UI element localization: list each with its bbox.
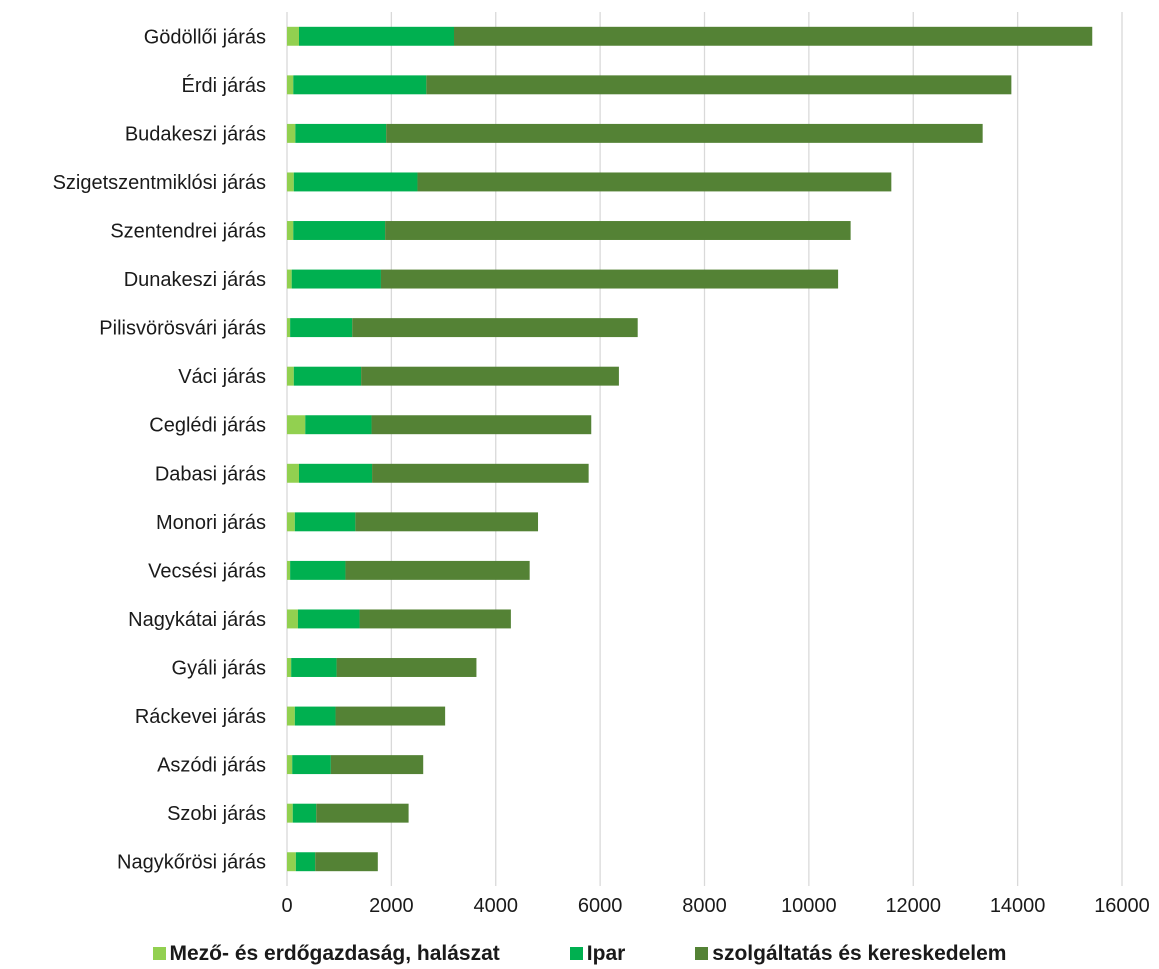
- legend-item-services: szolgáltatás és kereskedelem: [695, 942, 1006, 966]
- category-label-2: Budakeszi járás: [125, 123, 266, 145]
- bar-segment-s2-0: [454, 26, 1093, 46]
- bar-segment-s0-1: [287, 75, 294, 95]
- bar-segment-s0-16: [287, 803, 293, 823]
- x-tick-label-10000: 10000: [781, 895, 837, 917]
- category-labels: Gödöllői járás Érdi járás Budakeszi járás S…: [53, 26, 266, 873]
- bar-segment-s2-9: [372, 463, 589, 483]
- bar-segment-s2-1: [426, 75, 1012, 95]
- bar-segment-s2-8: [371, 415, 592, 435]
- bar-segment-s2-14: [335, 706, 446, 726]
- bar-segment-s1-12: [297, 609, 360, 629]
- category-label-9: Dabasi járás: [155, 463, 266, 485]
- category-label-6: Pilisvörösvári járás: [99, 318, 266, 340]
- category-label-15: Aszódi járás: [157, 755, 266, 777]
- legend-label-agriculture: Mező- és erdőgazdaság, halászat: [169, 941, 500, 965]
- x-tick-label-2000: 2000: [369, 895, 414, 917]
- category-label-17: Nagykőrösi járás: [117, 852, 266, 874]
- bar-segment-s2-13: [336, 658, 477, 677]
- bar-segment-s2-6: [352, 318, 638, 338]
- x-tick-label-6000: 6000: [578, 895, 623, 917]
- bar-segment-s0-2: [287, 123, 296, 143]
- category-label-4: Szentendrei járás: [110, 221, 266, 243]
- bar-segment-s0-7: [287, 366, 294, 386]
- legend-swatch-services: [695, 947, 709, 960]
- bar-segment-s1-15: [292, 755, 331, 775]
- bar-segment-s0-5: [287, 269, 292, 289]
- bar-segment-s2-7: [361, 366, 619, 386]
- bar-segment-s0-13: [287, 658, 292, 677]
- bar-segment-s1-13: [291, 658, 337, 677]
- x-tick-label-12000: 12000: [885, 895, 941, 917]
- category-label-13: Gyáli járás: [172, 658, 266, 680]
- bar-segment-s2-10: [355, 512, 539, 532]
- x-tick-label-4000: 4000: [474, 895, 519, 917]
- bar-segment-s1-10: [294, 512, 356, 532]
- bar-segment-s0-8: [287, 415, 306, 435]
- bar-segment-s0-17: [287, 852, 296, 872]
- bar-segment-s0-4: [287, 221, 294, 240]
- bar-segment-s0-9: [287, 463, 300, 483]
- bar-segment-s0-10: [287, 512, 295, 532]
- legend-item-industry: Ipar: [569, 941, 626, 966]
- legend-item-agriculture: Mező- és erdőgazdaság, halászat: [152, 941, 500, 966]
- bar-chart: Gödöllői járás Érdi járás Budakeszi járás S…: [53, 12, 1150, 917]
- bar-segment-s0-3: [287, 172, 294, 192]
- bar-segment-s1-8: [305, 415, 372, 435]
- category-label-16: Szobi járás: [167, 803, 266, 825]
- bar-segment-s1-9: [299, 463, 373, 483]
- bar-segment-s2-3: [417, 172, 892, 192]
- bar-segment-s1-16: [292, 803, 317, 823]
- bar-segment-s0-14: [287, 706, 295, 726]
- category-label-8: Ceglédi járás: [149, 415, 266, 437]
- bar-segment-s1-2: [295, 123, 387, 143]
- bar-segment-s2-5: [380, 269, 839, 289]
- category-label-1: Érdi járás: [182, 74, 266, 97]
- category-label-5: Dunakeszi járás: [124, 269, 266, 291]
- category-label-12: Nagykátai járás: [128, 609, 266, 631]
- bar-segment-s1-0: [299, 26, 454, 46]
- category-label-3: Szigetszentmiklósi járás: [53, 172, 266, 194]
- bar-segment-s2-17: [315, 852, 378, 872]
- bar-segment-s0-0: [287, 26, 300, 46]
- category-label-11: Vecsési járás: [148, 560, 266, 582]
- bar-segment-s1-5: [291, 269, 381, 289]
- gridlines: [286, 12, 1123, 886]
- bar-segment-s1-17: [295, 852, 316, 872]
- bar-segment-s1-11: [290, 560, 346, 580]
- bar-segment-s0-11: [287, 560, 291, 580]
- x-tick-label-14000: 14000: [990, 895, 1046, 917]
- x-axis-tick-labels: 0 2000 4000 6000 8000 10000 12000 14000 16000: [281, 895, 1149, 917]
- bar-segment-s2-11: [345, 560, 530, 580]
- x-tick-label-16000: 16000: [1094, 895, 1150, 917]
- legend: Mező- és erdőgazdaság, halászat Ipar szo…: [0, 938, 1159, 969]
- category-label-7: Váci járás: [178, 366, 266, 388]
- bar-segment-s0-12: [287, 609, 298, 629]
- bar-segment-s1-4: [293, 221, 386, 240]
- bar-segment-s1-14: [294, 706, 336, 726]
- bar-segment-s0-6: [287, 318, 291, 338]
- bars: [287, 26, 1093, 872]
- legend-label-industry: Ipar: [586, 941, 626, 965]
- bar-segment-s1-7: [293, 366, 362, 386]
- bar-segment-s2-16: [316, 803, 409, 823]
- bar-segment-s2-2: [386, 123, 983, 143]
- category-label-10: Monori járás: [156, 512, 266, 534]
- legend-swatch-industry: [569, 947, 583, 960]
- bar-segment-s1-3: [293, 172, 418, 192]
- category-label-14: Ráckevei járás: [135, 706, 266, 728]
- x-tick-label-8000: 8000: [682, 895, 727, 917]
- legend-swatch-agriculture: [152, 947, 166, 960]
- legend-label-services: szolgáltatás és kereskedelem: [712, 941, 1007, 965]
- bar-segment-s2-15: [330, 755, 424, 775]
- bar-segment-s1-1: [293, 75, 427, 95]
- bar-segment-s0-15: [287, 755, 293, 775]
- bar-segment-s1-6: [290, 318, 353, 338]
- x-tick-label-0: 0: [281, 895, 292, 917]
- category-label-0: Gödöllői járás: [144, 26, 266, 48]
- bar-segment-s2-4: [385, 221, 851, 240]
- bar-segment-s2-12: [359, 609, 511, 629]
